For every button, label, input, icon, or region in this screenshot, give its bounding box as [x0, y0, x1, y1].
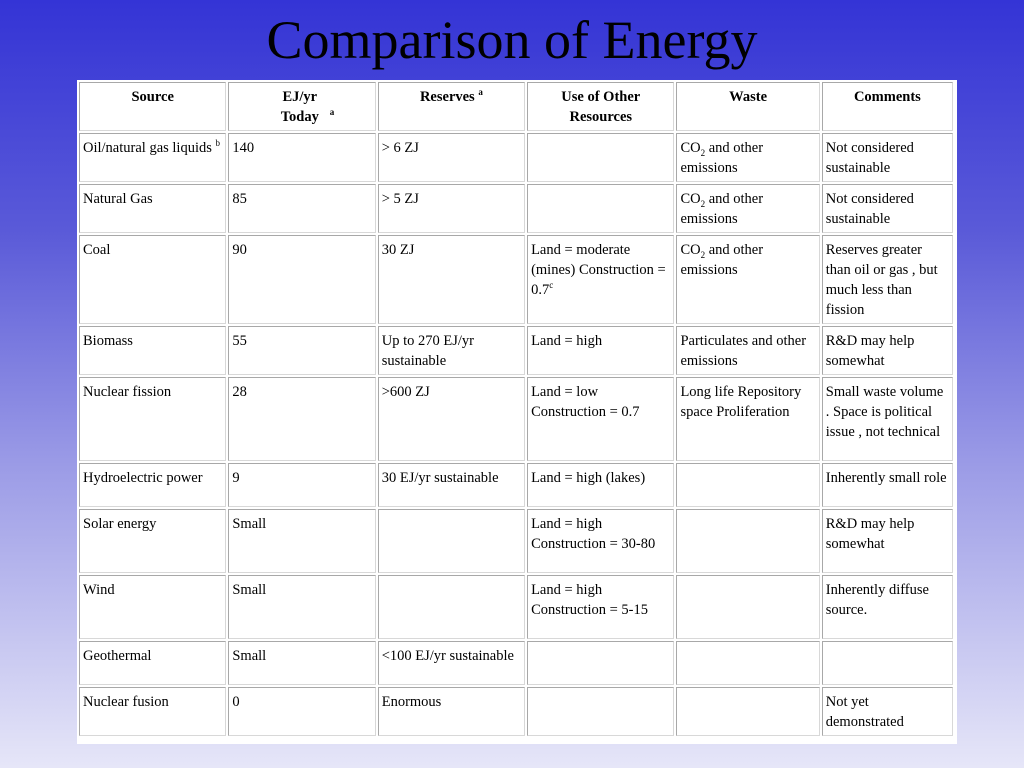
cell-reserves: > 6 ZJ — [377, 133, 526, 182]
cell-reserves: Up to 270 EJ/yr sustainable — [377, 326, 526, 375]
cell-comments — [821, 641, 953, 685]
cell-source: Oil/natural gas liquids b — [79, 133, 227, 182]
cell-use-of-other-resources: Land = low Construction = 0.7 — [527, 377, 675, 461]
slide-title: Comparison of Energy — [266, 10, 758, 70]
cell-comments: Not considered sustainable — [821, 133, 953, 182]
table-row: Nuclear fusion 0 Enormous Not yet demonstr… — [79, 687, 953, 736]
cell-comments: R&D may help somewhat — [821, 509, 953, 573]
cell-source: Nuclear fusion — [79, 687, 227, 736]
cell-source: Coal — [79, 235, 227, 324]
header-waste: Waste — [676, 82, 820, 131]
cell-ej-yr-today: Small — [228, 575, 376, 639]
cell-source: Biomass — [79, 326, 227, 375]
cell-ej-yr-today: 55 — [228, 326, 376, 375]
cell-use-of-other-resources: Land = high Construction = 5-15 — [527, 575, 675, 639]
cell-source: Natural Gas — [79, 184, 227, 233]
table-row: Solar energy Small Land = high Constructi… — [79, 509, 953, 573]
table-row: Coal 90 30 ZJ Land = moderate (mines) Cons… — [79, 235, 953, 324]
cell-comments: Small waste volume . Space is political … — [821, 377, 953, 461]
cell-reserves: > 5 ZJ — [377, 184, 526, 233]
cell-reserves — [377, 509, 526, 573]
table-row: Natural Gas 85 > 5 ZJ CO2 and other emissi… — [79, 184, 953, 233]
header-source: Source — [79, 82, 227, 131]
cell-comments: R&D may help somewhat — [821, 326, 953, 375]
cell-use-of-other-resources — [527, 133, 675, 182]
cell-waste: CO2 and other emissions — [676, 133, 820, 182]
cell-waste — [676, 575, 820, 639]
header-use-of-other-resources: Use of Other Resources — [527, 82, 675, 131]
cell-comments: Reserves greater than oil or gas , but m… — [821, 235, 953, 324]
cell-reserves: Enormous — [377, 687, 526, 736]
cell-ej-yr-today: Small — [228, 641, 376, 685]
cell-source: Hydroelectric power — [79, 463, 227, 507]
energy-comparison-table-container: Source EJ/yr Today a Reserves a Use of Ot… — [77, 80, 957, 744]
cell-use-of-other-resources — [527, 687, 675, 736]
cell-ej-yr-today: Small — [228, 509, 376, 573]
cell-waste — [676, 463, 820, 507]
cell-use-of-other-resources: Land = high — [527, 326, 675, 375]
cell-waste: Particulates and other emissions — [676, 326, 820, 375]
cell-comments: Inherently small role — [821, 463, 953, 507]
cell-ej-yr-today: 9 — [228, 463, 376, 507]
cell-comments: Inherently diffuse source. — [821, 575, 953, 639]
cell-use-of-other-resources: Land = high Construction = 30-80 — [527, 509, 675, 573]
cell-reserves: 30 EJ/yr sustainable — [377, 463, 526, 507]
cell-reserves: >600 ZJ — [377, 377, 526, 461]
table-row: Biomass 55 Up to 270 EJ/yr sustainable Lan… — [79, 326, 953, 375]
header-comments: Comments — [821, 82, 953, 131]
cell-comments: Not considered sustainable — [821, 184, 953, 233]
table-row: Geothermal Small <100 EJ/yr sustainable — [79, 641, 953, 685]
cell-comments: Not yet demonstrated — [821, 687, 953, 736]
cell-ej-yr-today: 140 — [228, 133, 376, 182]
table-row: Hydroelectric power 9 30 EJ/yr sustainabl… — [79, 463, 953, 507]
cell-waste — [676, 687, 820, 736]
table-row: Wind Small Land = high Construction = 5-1… — [79, 575, 953, 639]
table-row: Nuclear fission 28 >600 ZJ Land = low Cons… — [79, 377, 953, 461]
cell-waste: Long life Repository space Proliferation — [676, 377, 820, 461]
table-header-row: Source EJ/yr Today a Reserves a Use of Ot… — [79, 82, 953, 131]
cell-reserves: 30 ZJ — [377, 235, 526, 324]
cell-source: Geothermal — [79, 641, 227, 685]
cell-ej-yr-today: 85 — [228, 184, 376, 233]
cell-source: Nuclear fission — [79, 377, 227, 461]
cell-waste: CO2 and other emissions — [676, 235, 820, 324]
cell-ej-yr-today: 28 — [228, 377, 376, 461]
cell-use-of-other-resources — [527, 184, 675, 233]
header-reserves: Reserves a — [377, 82, 526, 131]
cell-use-of-other-resources — [527, 641, 675, 685]
cell-source: Solar energy — [79, 509, 227, 573]
cell-use-of-other-resources: Land = moderate (mines) Construction = 0… — [527, 235, 675, 324]
header-ej-yr-today: EJ/yr Today a — [228, 82, 376, 131]
cell-waste — [676, 641, 820, 685]
cell-reserves: <100 EJ/yr sustainable — [377, 641, 526, 685]
cell-waste: CO2 and other emissions — [676, 184, 820, 233]
cell-use-of-other-resources: Land = high (lakes) — [527, 463, 675, 507]
cell-source: Wind — [79, 575, 227, 639]
cell-ej-yr-today: 0 — [228, 687, 376, 736]
energy-comparison-table: Source EJ/yr Today a Reserves a Use of Ot… — [77, 80, 955, 738]
table-row: Oil/natural gas liquids b 140 > 6 ZJ CO2 an… — [79, 133, 953, 182]
cell-reserves — [377, 575, 526, 639]
cell-ej-yr-today: 90 — [228, 235, 376, 324]
cell-waste — [676, 509, 820, 573]
